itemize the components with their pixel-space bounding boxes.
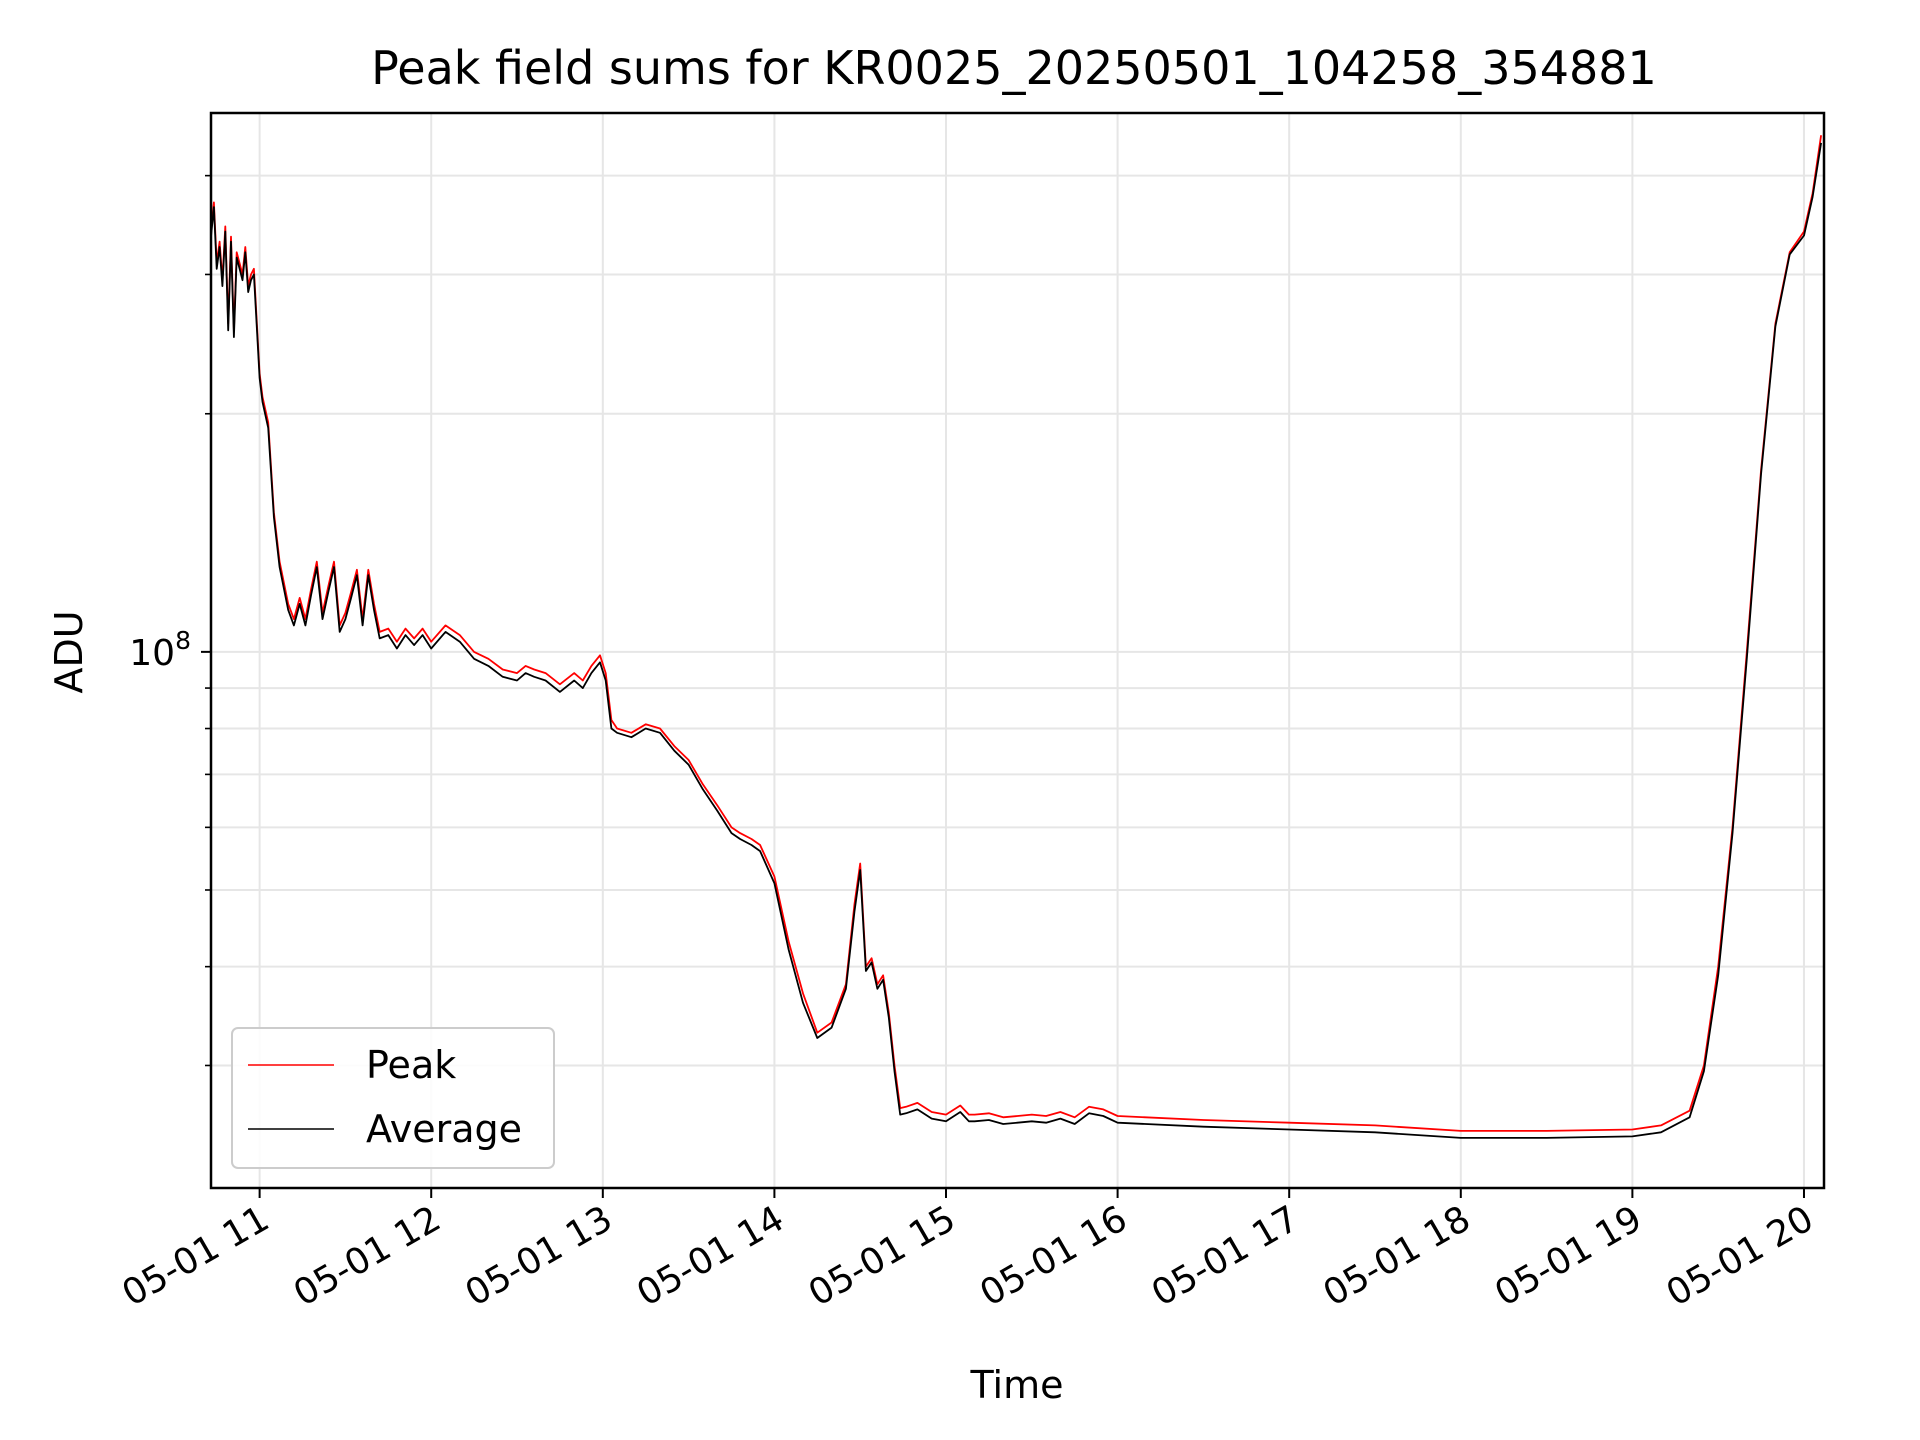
chart-title: Peak field sums for KR0025_20250501_1042… — [371, 41, 1657, 95]
y-tick-label: 108 — [129, 626, 191, 674]
y-tick-label-base: 10 — [129, 633, 175, 674]
legend-label-peak: Peak — [366, 1043, 456, 1087]
series-line-average — [211, 142, 1822, 1139]
plot-frame — [209, 111, 1826, 1190]
y-tick-label-exponent: 8 — [175, 626, 191, 655]
data-lines — [211, 135, 1822, 1139]
legend-box — [231, 1027, 555, 1169]
x-axis-label: Time — [970, 1363, 1064, 1407]
grid — [211, 113, 1824, 1188]
legend-label-average: Average — [366, 1107, 522, 1151]
y-axis-label: ADU — [47, 610, 91, 693]
legend: Peak Average — [231, 1027, 555, 1169]
series-line-peak — [211, 135, 1822, 1132]
y-axis: 108 — [129, 174, 211, 1067]
